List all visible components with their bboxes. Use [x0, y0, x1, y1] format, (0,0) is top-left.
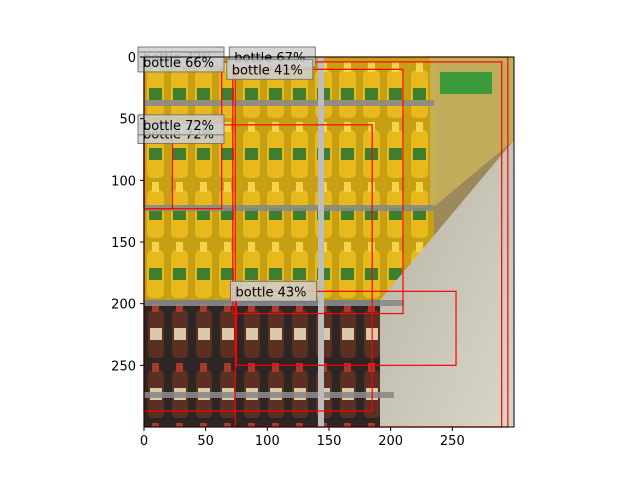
y-tick-label: 200 — [111, 298, 136, 313]
detection-labels: bottle 72%bottle 67%bottle 66%bottle 41%… — [137, 46, 317, 302]
detection-box — [232, 68, 404, 315]
grocery-shelf-photo — [144, 57, 514, 427]
detection-box — [235, 290, 457, 366]
detection-label-box — [137, 114, 225, 136]
detection-label: bottle 41% — [232, 63, 303, 78]
y-tick-label: 250 — [111, 359, 136, 374]
y-tick-label: 150 — [111, 236, 136, 251]
detection-label-box — [226, 58, 314, 80]
x-tick-label: 150 — [317, 434, 342, 449]
x-tick-label: 200 — [378, 434, 403, 449]
detection-label: bottle 72% — [143, 119, 214, 134]
x-tick-label: 250 — [440, 434, 465, 449]
x-tick-label: 50 — [197, 434, 214, 449]
y-axis: 0 50 100 150 200 250 — [111, 51, 144, 374]
y-tick-label: 100 — [111, 174, 136, 189]
x-tick-label: 0 — [140, 434, 148, 449]
detection-label: bottle 66% — [143, 56, 214, 71]
x-tick-label: 100 — [255, 434, 280, 449]
x-axis: 0 50 100 150 200 250 — [140, 427, 465, 449]
y-tick-label: 50 — [119, 113, 136, 128]
y-tick-label: 0 — [128, 51, 136, 66]
detection-label-box — [230, 280, 317, 302]
detection-label: bottle 43% — [236, 285, 307, 300]
